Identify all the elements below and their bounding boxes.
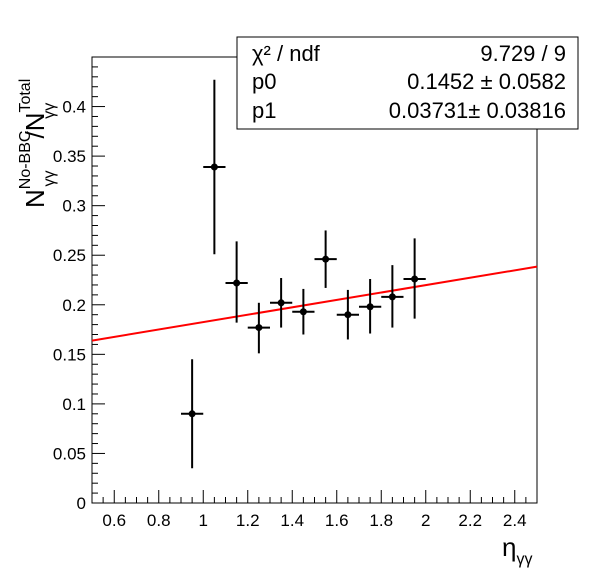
x-tick-labels: 0.6 0.8 1 1.2 1.4 1.6 1.8 2 2.2 2.4 [102,511,526,530]
data-point [181,359,204,469]
data-point [270,278,293,328]
x-tick-label: 2.2 [458,511,482,530]
y-tick-label: 0.25 [53,246,86,265]
stats-label-chi2: χ² / ndf [252,41,321,66]
y-tick-label: 0.1 [62,395,86,414]
x-tick-label: 0.8 [147,511,171,530]
y-tick-label: 0.4 [62,98,86,117]
data-point [203,79,226,255]
y-tick-label: 0.3 [62,197,86,216]
x-tick-label: 1 [199,511,208,530]
fit-line [91,265,538,342]
point-marker [210,163,218,171]
stats-value-p0: 0.1452 ± 0.0582 [407,69,566,94]
point-marker [255,324,263,332]
point-marker [411,275,419,283]
point-marker [188,410,196,418]
axis-ticks [91,56,538,504]
data-point [403,238,426,319]
x-tick-label: 2 [421,511,430,530]
stats-value-chi2: 9.729 / 9 [480,41,566,66]
stats-value-p1: 0.03731± 0.03816 [389,98,566,123]
x-tick-label: 1.2 [236,511,260,530]
data-point [225,241,248,323]
data-points [181,79,426,469]
x-tick-label: 1.6 [325,511,349,530]
point-marker [344,311,352,319]
y-axis-title: NNo-BBC γγ/NTotal γγ [17,79,58,208]
x-tick-label: 1.8 [369,511,393,530]
y-tick-label: 0.2 [62,296,86,315]
x-tick-label: 0.6 [102,511,126,530]
y-tick-label: 0 [77,494,86,513]
point-marker [299,308,307,316]
y-tick-label: 0.35 [53,147,86,166]
point-marker [322,255,330,263]
data-point [292,288,315,335]
x-tick-label: 1.4 [280,511,304,530]
data-point [247,302,270,354]
x-axis-title: ηγγ [502,532,532,568]
stats-box-frame [236,36,579,130]
data-point [359,279,382,334]
y-tick-label: 0.05 [53,444,86,463]
data-point [314,230,337,288]
stats-label-p1: p1 [252,98,276,123]
point-marker [366,303,374,311]
data-point [336,289,359,340]
stats-label-p0: p0 [252,69,276,94]
data-point [381,265,404,328]
y-tick-label: 0.15 [53,345,86,364]
stats-box: χ² / ndf 9.729 / 9 p0 0.1452 ± 0.0582 p1… [236,36,579,130]
point-marker [277,299,285,307]
point-marker [388,293,396,301]
y-tick-labels: 0 0.05 0.1 0.15 0.2 0.25 0.3 0.35 0.4 [53,98,86,513]
x-tick-label: 2.4 [503,511,527,530]
point-marker [233,279,241,287]
